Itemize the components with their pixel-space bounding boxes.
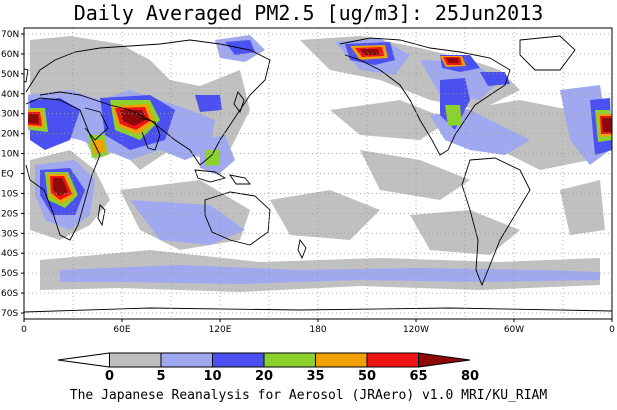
colorbar-label: 65	[409, 369, 427, 384]
lat-label: 40S	[1, 249, 18, 259]
lat-label: 70S	[1, 309, 18, 319]
lat-label: 60S	[1, 289, 18, 299]
colorbar-label: 20	[255, 369, 273, 384]
colorbar-segment	[109, 352, 162, 368]
lat-label: 30N	[1, 110, 19, 120]
colorbar-segment	[160, 352, 213, 368]
colorbar-label: 0	[105, 369, 114, 384]
lon-label: 0	[609, 325, 615, 335]
colorbar-segment	[315, 352, 368, 368]
lat-label: 20N	[1, 130, 19, 140]
colorbar-label: 50	[358, 369, 376, 384]
colorbar-low-triangle	[57, 352, 110, 368]
colorbar-high-triangle	[418, 352, 471, 368]
lon-label: 60W	[504, 325, 524, 335]
lat-label: 40N	[1, 90, 19, 100]
colorbar-label: 80	[461, 369, 479, 384]
graticule	[24, 28, 612, 319]
footer-credit: The Japanese Reanalysis for Aerosol (JRA…	[69, 388, 548, 403]
colorbar-label: 10	[203, 369, 221, 384]
colorbar-segment	[366, 352, 419, 368]
lat-label: 10N	[1, 150, 19, 160]
lon-label: 60E	[113, 325, 130, 335]
colorbar-label: 35	[306, 369, 324, 384]
lon-label: 120E	[209, 325, 232, 335]
lat-label: 60N	[1, 50, 19, 60]
lat-label: 50S	[1, 269, 18, 279]
lat-label: 70N	[1, 30, 19, 40]
lat-label: 50N	[1, 70, 19, 80]
lon-label: 0	[21, 325, 27, 335]
lat-label: 20S	[1, 209, 18, 219]
lat-label: EQ	[1, 170, 14, 180]
colorbar-label: 5	[156, 369, 165, 384]
lon-label: 180	[309, 325, 326, 335]
lat-label: 10S	[1, 189, 18, 199]
colorbar: 0 5 10 20 35 50 65 80	[57, 352, 479, 384]
colorbar-segment	[212, 352, 265, 368]
colorbar-segment	[263, 352, 316, 368]
longitude-axis: 0 60E 120E 180 120W 60W 0	[21, 319, 615, 335]
lat-label: 30S	[1, 229, 18, 239]
latitude-axis: 70N 60N 50N 40N 30N 20N 10N EQ 10S 20S 30S 40S 50S 60…	[1, 30, 24, 319]
lon-label: 120W	[403, 325, 429, 335]
map-title: Daily Averaged PM2.5 [ug/m3]: 25Jun2013	[73, 1, 544, 25]
